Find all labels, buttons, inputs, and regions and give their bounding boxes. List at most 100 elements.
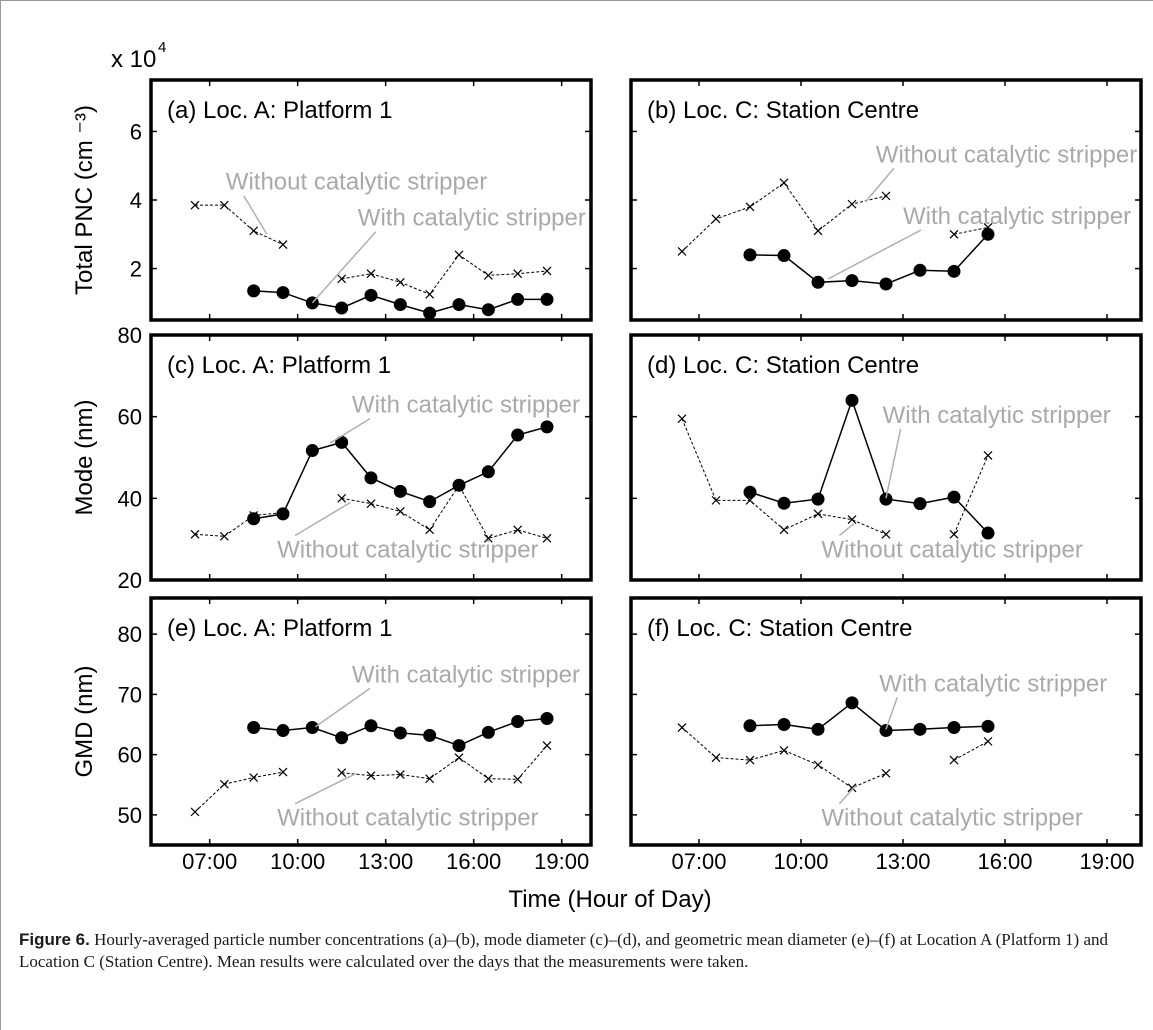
data-point [949,529,959,539]
data-point [513,774,523,784]
x-marker-stroke [454,250,464,260]
data-point [483,533,493,543]
series-without-stripper [677,178,993,256]
series-line [681,727,887,789]
annotation-leader [885,428,902,499]
data-point [190,529,200,539]
x-tick-label: 16:00 [977,849,1032,874]
data-point [395,770,405,779]
x-marker-stroke [881,529,891,539]
data-point [249,226,259,236]
x-marker-stroke [483,533,493,543]
x-tick-label: 19:00 [534,849,589,874]
series-line [253,426,548,520]
x-marker-stroke [677,414,687,424]
data-point [364,288,378,302]
panel-d: (d) Loc. C: Station Centre With catalytic… [629,333,1143,582]
y-axis-label: GMD (nm) [71,666,98,778]
x-marker-stroke [779,745,789,755]
y-tick-label: 80 [118,323,142,348]
data-point [813,760,823,770]
x-marker-stroke [278,767,288,777]
caption-text: Hourly-averaged particle number concentr… [19,930,1109,971]
series-with-stripper [247,284,554,320]
data-point [335,301,349,315]
data-point [677,247,687,256]
data-point [947,721,961,735]
y-tick-label: 20 [118,568,142,593]
y-axis-label: Mode (nm) [71,399,98,515]
data-point [777,496,791,510]
annotation-label: With catalytic stripper [358,205,586,232]
y-axis-label: Total PNC (cm ⁻³) [71,105,98,295]
data-point [779,178,789,188]
data-point [811,492,825,506]
data-point [366,771,376,781]
x-tick-label: 13:00 [875,849,930,874]
y-tick-label: 2 [130,257,142,282]
data-point [219,200,229,210]
x-marker-stroke [395,770,405,779]
x-marker-stroke [366,771,376,781]
x-marker-stroke [813,760,823,770]
x-marker-stroke [983,736,993,746]
y-tick-label: 60 [118,743,142,768]
data-point [983,451,993,460]
x-marker-stroke [513,774,523,784]
data-point [881,768,891,778]
data-point [811,275,825,289]
data-point [743,719,757,733]
x-marker-stroke [219,779,229,789]
x-tick-label: 13:00 [358,849,413,874]
x-marker-stroke [395,506,405,516]
series-line [953,740,989,761]
chart-panels: 2 4 6 Total PNC (cm ⁻³) (a) Loc. A: Platform… [71,78,1143,874]
data-point [777,718,791,732]
data-point [219,779,229,789]
data-point [847,199,857,209]
x-marker-stroke [366,499,376,509]
x-marker-stroke [745,755,755,765]
x-marker-stroke [949,229,959,239]
y-tick-label: 4 [130,188,142,213]
series-line [194,512,284,537]
series-with-stripper [743,696,995,738]
data-point [395,277,405,287]
data-point [454,480,464,490]
x-marker-stroke [711,214,721,224]
x-marker-stroke [483,271,493,280]
data-point [395,506,405,516]
data-point [881,191,891,201]
x-marker-stroke [677,247,687,256]
data-point [481,303,495,317]
x-marker-stroke [813,509,823,519]
panel-c: 20 40 60 80 Mode (nm) (c) Loc. A: Platform 1 W… [71,323,593,593]
x-marker-stroke [249,511,259,520]
x-marker-stroke [366,269,376,279]
data-point [879,277,893,291]
data-point [847,783,857,793]
data-point [981,719,995,733]
x-marker-stroke [949,755,959,765]
axes-frame-f [629,596,1143,847]
x-marker-stroke [337,274,347,284]
x-marker-stroke [425,525,435,535]
data-point [879,492,893,506]
axes-frame-e [149,596,593,847]
x-marker-stroke [249,226,259,236]
series-without-stripper [190,480,552,543]
panel-title: (f) Loc. C: Station Centre [647,615,912,642]
series-line [195,204,284,246]
data-point [847,515,857,524]
data-point [483,774,493,784]
x-marker-stroke [513,525,523,535]
x-tick-label: 07:00 [182,849,237,874]
y-tick-label: 6 [130,119,142,144]
annotation-leader [885,697,898,730]
x-marker-stroke [513,269,523,279]
annotation-leader [294,772,357,805]
data-point [249,511,259,520]
data-point [276,286,290,300]
data-point [511,715,525,728]
data-point [481,725,495,739]
